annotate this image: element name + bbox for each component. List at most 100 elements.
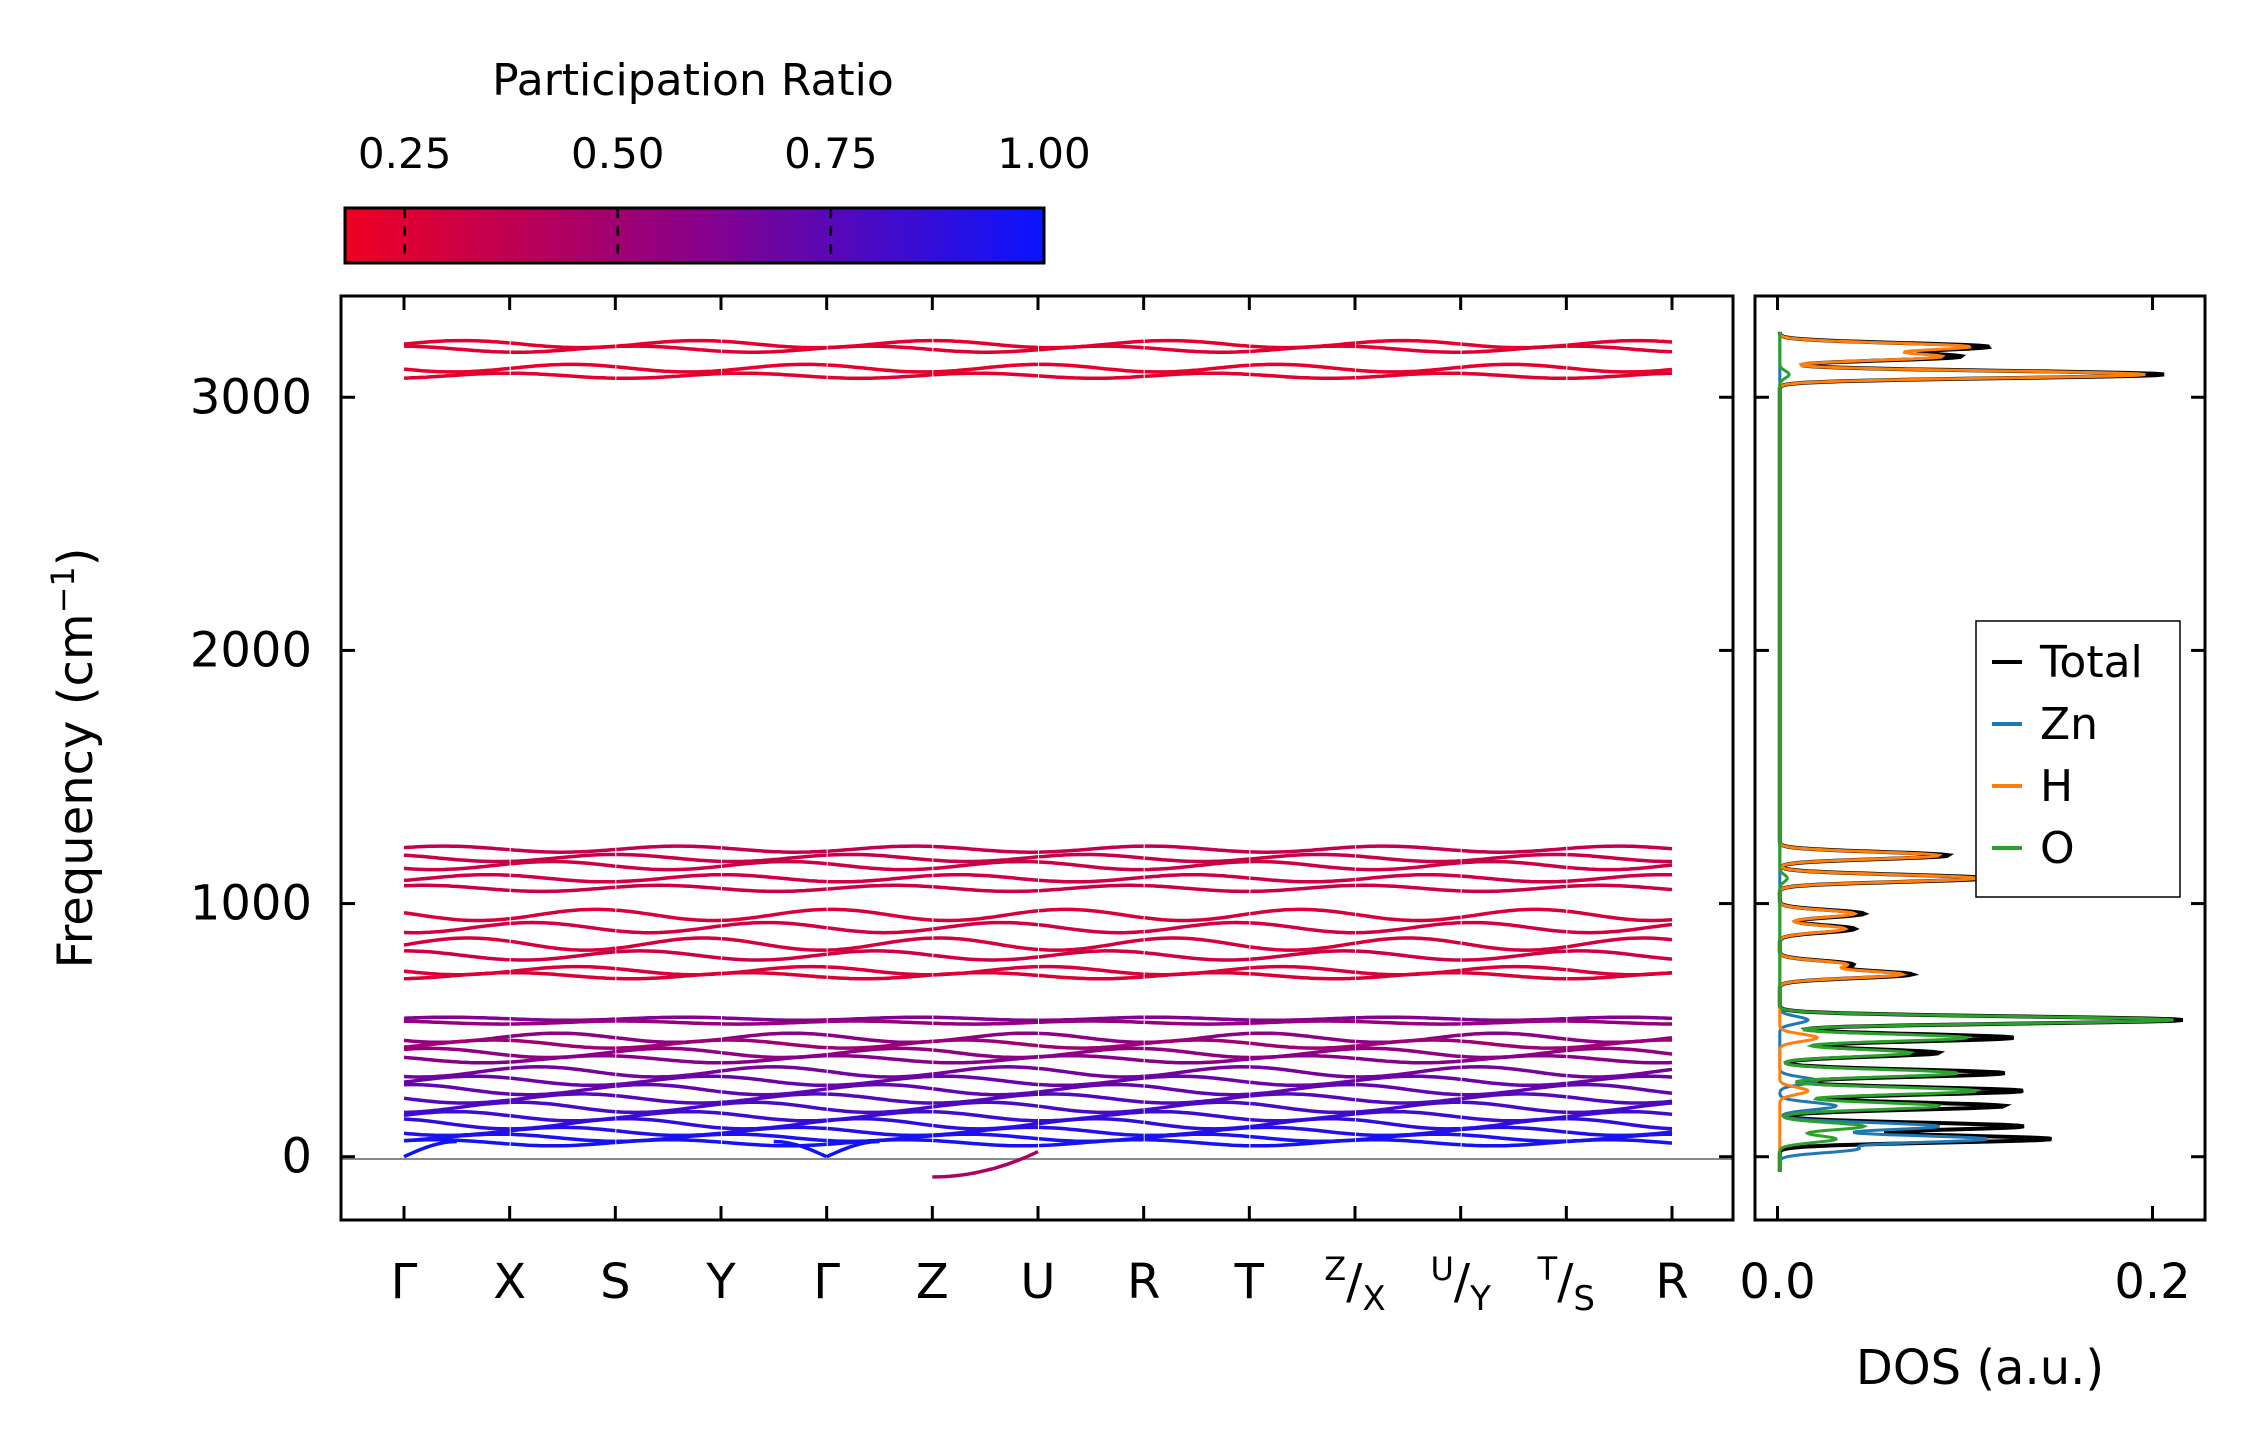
phonon-band xyxy=(827,926,933,935)
phonon-band xyxy=(616,1015,722,1021)
phonon-band xyxy=(1250,1138,1356,1148)
phonon-band xyxy=(1355,1118,1461,1131)
phonon-band xyxy=(1144,1138,1250,1148)
dos-line-o xyxy=(1778,331,2174,1172)
phonon-band xyxy=(1144,1020,1250,1026)
phonon-band xyxy=(933,1092,1039,1105)
phonon-band xyxy=(933,855,1039,864)
phonon-band xyxy=(721,339,827,350)
phonon-band xyxy=(827,1046,933,1057)
phonon-band xyxy=(1355,920,1461,935)
acoustic-band xyxy=(403,1139,457,1159)
phonon-band xyxy=(1355,1019,1461,1026)
phonon-band xyxy=(1567,1109,1673,1119)
phonon-band xyxy=(827,1105,933,1115)
phonon-band xyxy=(1144,1074,1250,1084)
kpoint-label: R xyxy=(1655,1254,1688,1310)
phonon-band xyxy=(510,873,616,884)
phonon-band xyxy=(1567,844,1673,851)
phonon-band xyxy=(1355,872,1461,882)
phonon-band xyxy=(403,853,510,864)
phonon-band xyxy=(616,864,722,872)
phonon-band xyxy=(721,846,827,854)
phonon-band xyxy=(1355,1138,1461,1147)
phonon-band xyxy=(721,371,827,380)
phonon-band xyxy=(403,1138,510,1146)
phonon-band xyxy=(403,338,510,346)
phonon-band xyxy=(1461,1077,1567,1088)
phonon-band xyxy=(403,883,510,893)
phonon-band xyxy=(1461,1100,1567,1115)
phonon-band xyxy=(933,1138,1039,1148)
phonon-band xyxy=(933,920,1039,931)
phonon-band xyxy=(1144,859,1250,872)
acoustic-band xyxy=(773,1139,828,1159)
phonon-band xyxy=(1461,1125,1567,1134)
phonon-band xyxy=(1355,1065,1461,1079)
phonon-band xyxy=(616,344,722,353)
phonon-band xyxy=(1461,949,1567,962)
phonon-band xyxy=(1144,1038,1250,1046)
phonon-band xyxy=(827,1053,933,1065)
phonon-band xyxy=(1567,872,1673,883)
phonon-band xyxy=(1250,876,1356,884)
phonon-band xyxy=(403,1038,510,1049)
kpoint-label: S xyxy=(600,1254,630,1310)
phonon-band xyxy=(1461,971,1567,981)
phonon-band xyxy=(1250,1101,1356,1115)
phonon-band xyxy=(1250,344,1356,354)
phonon-band xyxy=(1567,971,1673,981)
phonon-band xyxy=(510,920,616,933)
phonon-band xyxy=(827,965,933,977)
phonon-band xyxy=(1461,362,1567,370)
phonon-band xyxy=(616,365,722,374)
phonon-band xyxy=(1038,374,1144,381)
phonon-band xyxy=(1038,1082,1144,1094)
phonon-band xyxy=(510,1140,616,1148)
phonon-band xyxy=(933,1048,1039,1060)
band-structure-plot: 0 1000 2000 3000 Γ X S Y Γ Z U R T Z/X U/Y T/S R Freque… xyxy=(44,294,1735,1319)
kpoint-label: Z xyxy=(916,1254,949,1310)
phonon-band xyxy=(721,1038,827,1050)
phonon-band xyxy=(1144,872,1250,880)
phonon-band xyxy=(1038,1053,1144,1063)
phonon-band xyxy=(1355,1100,1461,1114)
phonon-band xyxy=(1144,970,1250,979)
phonon-band xyxy=(1144,1065,1250,1079)
phonon-band xyxy=(510,1031,616,1040)
phonon-band xyxy=(1461,852,1567,863)
phonon-band xyxy=(510,1053,616,1064)
phonon-band xyxy=(404,1082,510,1096)
phonon-band xyxy=(1039,362,1144,374)
phonon-band xyxy=(1144,1015,1250,1022)
phonon-band xyxy=(721,1054,827,1065)
phonon-band xyxy=(721,886,827,894)
phonon-band xyxy=(1250,921,1355,935)
phonon-band xyxy=(1038,1031,1144,1045)
phonon-band xyxy=(827,1116,933,1128)
phonon-band xyxy=(616,1074,722,1087)
phonon-band xyxy=(933,885,1039,894)
phonon-band xyxy=(1567,1019,1672,1026)
phonon-band xyxy=(1567,1015,1673,1021)
phonon-band xyxy=(403,1066,510,1079)
phonon-band xyxy=(827,1138,933,1147)
kpoint-label: T/S xyxy=(1537,1250,1595,1319)
phonon-band xyxy=(510,852,616,864)
phonon-band xyxy=(403,936,510,947)
phonon-band xyxy=(1038,923,1144,935)
phonon-band xyxy=(1250,1053,1356,1061)
phonon-band xyxy=(933,1020,1039,1026)
phonon-band xyxy=(1250,852,1356,861)
phonon-band xyxy=(933,347,1039,354)
phonon-band xyxy=(933,970,1039,978)
phonon-band xyxy=(1461,846,1567,854)
phonon-band xyxy=(1461,1039,1567,1050)
phonon-band xyxy=(1567,852,1672,864)
colorbar-gradient xyxy=(343,206,1046,265)
phonon-band xyxy=(1144,1057,1250,1065)
kpoint-label: U xyxy=(1020,1254,1055,1310)
phonon-band xyxy=(1250,1078,1356,1088)
phonon-band xyxy=(510,1092,616,1102)
phonon-band xyxy=(404,949,510,962)
